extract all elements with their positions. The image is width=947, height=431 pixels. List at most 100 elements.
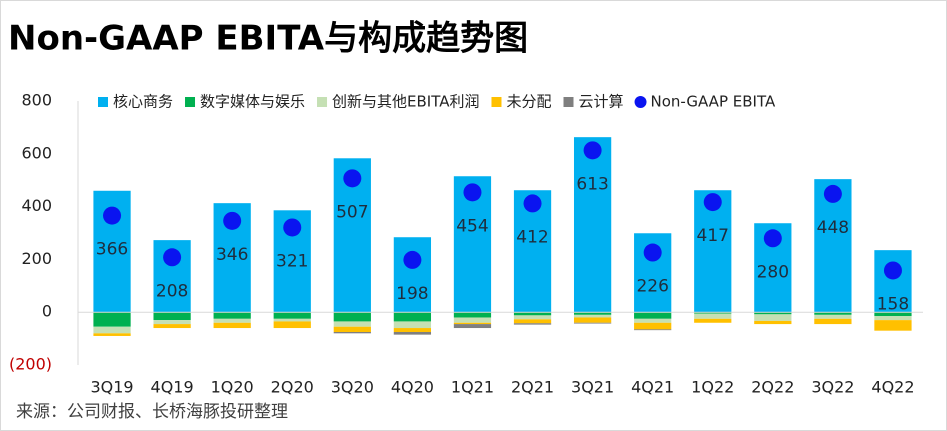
bar-segment (93, 326, 131, 334)
x-tick-label: 3Q20 (331, 378, 374, 397)
bar-segment (393, 312, 432, 322)
x-tick-label: 4Q20 (391, 378, 434, 397)
bar-segment (273, 312, 311, 319)
bar-segment (573, 322, 612, 324)
bar-segment (814, 312, 852, 315)
bar-segment (153, 324, 191, 329)
y-tick-label: 0 (42, 302, 52, 321)
value-label: 198 (396, 284, 428, 304)
bar-segment (93, 333, 131, 336)
bar-segment (634, 318, 672, 323)
bar-segment (213, 312, 251, 319)
bar-segment (754, 312, 792, 315)
value-label: 280 (757, 262, 789, 282)
ebita-dot (223, 211, 242, 230)
bar-segment (393, 321, 432, 329)
ebita-dot (343, 169, 362, 188)
source-note: 来源：公司财报、长桥海豚投研整理 (16, 402, 288, 422)
ebita-dot (823, 184, 842, 203)
bar-segment (874, 320, 912, 331)
bar-segment (573, 137, 612, 313)
bar-segment (153, 320, 191, 325)
bar-segment (634, 322, 672, 330)
bar-segment (874, 312, 912, 317)
ebita-dot (283, 218, 302, 237)
bar-segment (93, 312, 131, 327)
value-label: 507 (336, 202, 368, 222)
value-label: 158 (877, 294, 909, 314)
value-label: 226 (636, 277, 668, 297)
bar-segment (273, 318, 311, 322)
bar-segment (874, 250, 912, 313)
bar-segment (754, 320, 792, 325)
ebita-dot (643, 243, 662, 262)
x-tick-label: 1Q21 (451, 378, 494, 397)
bar-segment (153, 312, 191, 321)
ebita-dot (703, 193, 722, 212)
legend-marker (634, 96, 647, 108)
y-tick-label: 600 (21, 143, 52, 162)
bar-segment (213, 318, 251, 323)
chart-title: Non-GAAP EBITA与构成趋势图 (8, 19, 528, 59)
x-tick-label: 3Q22 (811, 378, 854, 397)
legend-marker (563, 97, 574, 107)
legend-label: 创新与其他EBITA利润 (332, 93, 479, 111)
legend-marker (317, 97, 328, 107)
y-tick-label: 200 (21, 249, 52, 268)
bar-segment (513, 315, 552, 320)
value-label: 454 (456, 216, 488, 236)
x-tick-label: 1Q22 (691, 378, 734, 397)
x-tick-label: 4Q21 (631, 378, 674, 397)
value-label: 366 (96, 240, 128, 260)
value-label: 448 (817, 218, 849, 238)
legend-marker (491, 97, 502, 107)
value-label: 613 (576, 174, 608, 194)
bar-segment (573, 312, 612, 315)
bar-segment (333, 332, 371, 334)
bar-segment (453, 324, 492, 329)
value-label: 412 (516, 227, 548, 247)
bar-segment (453, 317, 492, 323)
y-tick-label: 800 (21, 91, 52, 110)
bar-segment (694, 318, 732, 323)
ebita-dot (523, 194, 542, 213)
legend-marker (98, 97, 108, 107)
legend-marker (185, 97, 196, 107)
bar-segment (814, 314, 852, 319)
bar-segment (694, 313, 732, 319)
bar-segment (573, 314, 612, 318)
x-tick-label: 1Q20 (211, 378, 254, 397)
x-tick-label: 2Q21 (511, 378, 554, 397)
bar-segment (213, 322, 251, 329)
bar-segment (453, 322, 492, 325)
legend-label: 未分配 (506, 93, 551, 111)
x-tick-label: 2Q20 (271, 378, 314, 397)
bar-segment (814, 318, 852, 325)
ebita-dot (463, 183, 482, 202)
x-tick-label: 2Q22 (751, 378, 794, 397)
bar-segment (393, 328, 432, 332)
bar-segment (333, 321, 371, 327)
y-tick-label: 400 (21, 196, 52, 215)
legend-label: 云计算 (579, 93, 624, 111)
value-label: 208 (156, 281, 188, 301)
bar-segment (874, 316, 912, 321)
bar-segment (573, 317, 612, 323)
bar-segment (453, 312, 492, 318)
value-label: 346 (216, 245, 248, 265)
bar-segment (273, 321, 311, 329)
x-tick-label: 4Q19 (151, 378, 194, 397)
ebita-dot (883, 261, 902, 280)
ebita-dot (163, 248, 182, 267)
y-tick-label: (200) (9, 355, 52, 374)
bar-segment (333, 312, 371, 322)
value-label: 321 (276, 251, 308, 271)
ebita-dot (583, 141, 602, 160)
ebita-dot (403, 250, 422, 269)
bar-segment (754, 314, 792, 321)
ebita-dot (103, 206, 122, 225)
bar-segment (634, 329, 672, 331)
bar-segment (634, 312, 672, 319)
legend-label: 核心商务 (113, 93, 173, 111)
